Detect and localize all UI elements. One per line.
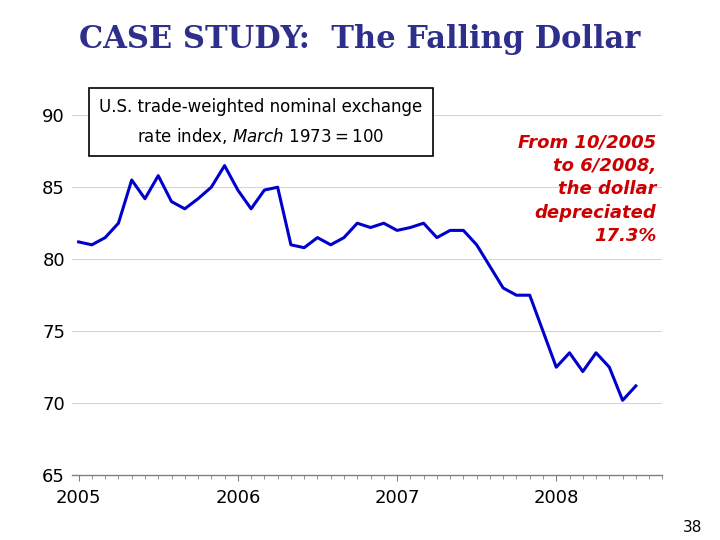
Text: U.S. trade-weighted nominal exchange
rate index, $\it{March\ 1973 = 100}$: U.S. trade-weighted nominal exchange rat… [99,98,423,146]
Text: 38: 38 [683,519,702,535]
Text: CASE STUDY:  The Falling Dollar: CASE STUDY: The Falling Dollar [79,24,641,55]
Text: From 10/2005
to 6/2008,
the dollar
depreciated
17.3%: From 10/2005 to 6/2008, the dollar depre… [518,133,657,246]
